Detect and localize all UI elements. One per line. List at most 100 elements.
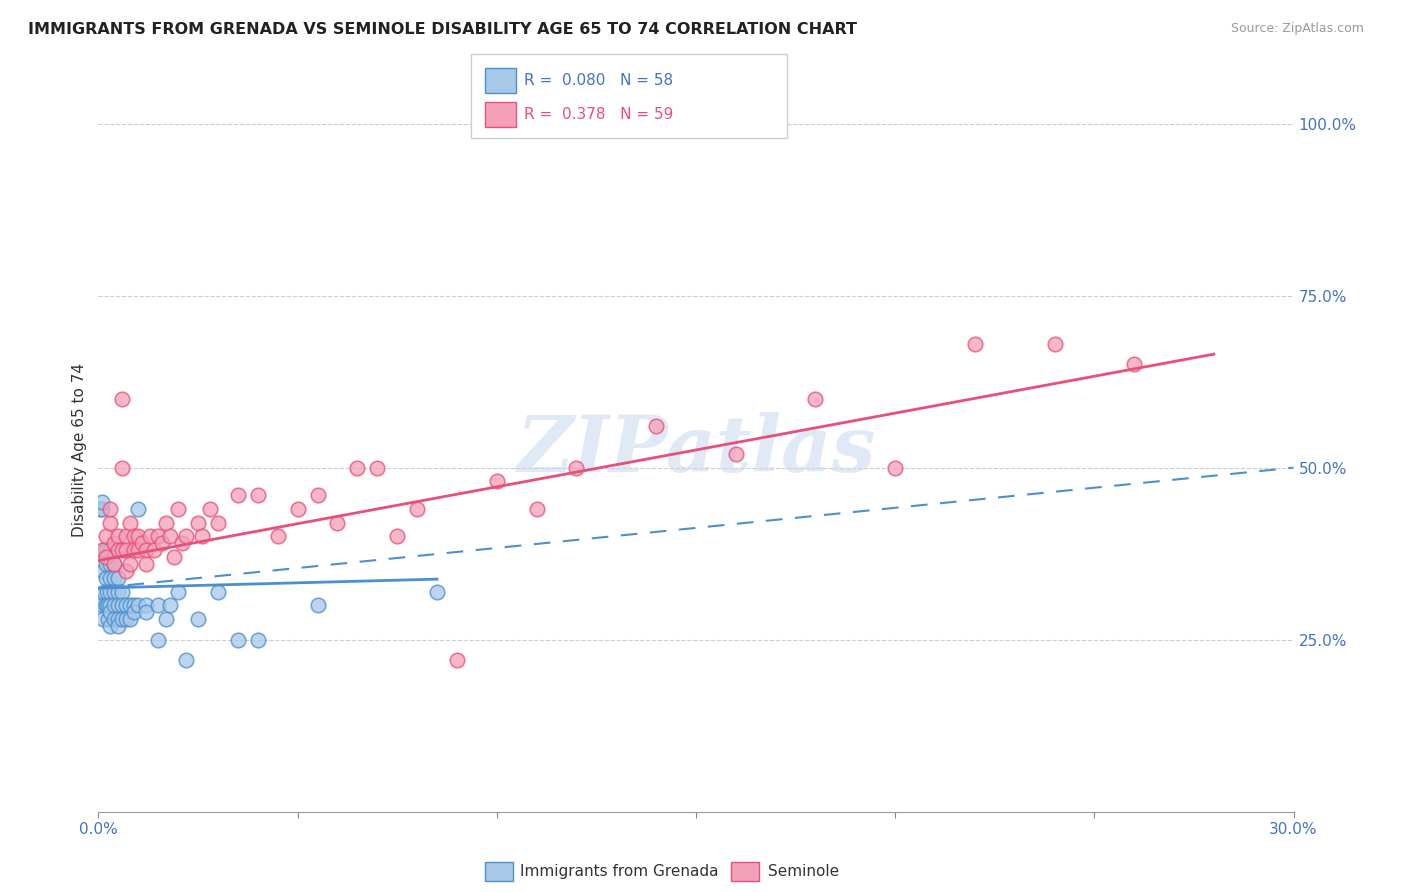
Point xyxy=(127,502,149,516)
Point xyxy=(246,632,269,647)
Point xyxy=(89,502,111,516)
Point xyxy=(143,543,166,558)
Text: Source: ZipAtlas.com: Source: ZipAtlas.com xyxy=(1230,22,1364,36)
Point xyxy=(96,571,118,585)
Point xyxy=(167,502,190,516)
Point xyxy=(107,584,129,599)
Point xyxy=(93,584,115,599)
Point xyxy=(107,612,129,626)
Point xyxy=(963,336,986,351)
Point xyxy=(90,502,112,516)
Point xyxy=(124,529,146,543)
Point xyxy=(111,599,134,613)
Point xyxy=(884,460,907,475)
Point xyxy=(163,550,186,565)
Point xyxy=(97,612,120,626)
Point xyxy=(111,460,134,475)
Point xyxy=(148,632,170,647)
Point xyxy=(167,584,190,599)
Point xyxy=(139,529,162,543)
Point xyxy=(111,392,134,406)
Point xyxy=(406,502,429,516)
Point xyxy=(135,543,157,558)
Point xyxy=(120,516,142,530)
Point xyxy=(98,571,122,585)
Point xyxy=(1043,336,1066,351)
Y-axis label: Disability Age 65 to 74: Disability Age 65 to 74 xyxy=(72,363,87,538)
Point xyxy=(207,584,229,599)
Point xyxy=(97,599,120,613)
Point xyxy=(446,653,468,667)
Point xyxy=(127,543,149,558)
Point xyxy=(120,612,142,626)
Point xyxy=(174,529,197,543)
Point xyxy=(135,557,157,571)
Point xyxy=(307,599,329,613)
Point xyxy=(91,612,114,626)
Point xyxy=(148,599,170,613)
Point xyxy=(155,612,177,626)
Point xyxy=(526,502,548,516)
Point xyxy=(366,460,388,475)
Point xyxy=(159,599,181,613)
Point xyxy=(107,543,129,558)
Point xyxy=(96,584,118,599)
Point xyxy=(103,557,125,571)
Point xyxy=(103,557,125,571)
Point xyxy=(98,599,122,613)
Point xyxy=(91,495,114,509)
Point xyxy=(155,516,177,530)
Point xyxy=(287,502,309,516)
Text: Immigrants from Grenada: Immigrants from Grenada xyxy=(520,864,718,879)
Point xyxy=(131,536,153,550)
Point xyxy=(96,529,118,543)
Point xyxy=(226,488,249,502)
Text: Seminole: Seminole xyxy=(768,864,839,879)
Point xyxy=(93,543,115,558)
Point xyxy=(172,536,194,550)
Point xyxy=(226,632,249,647)
Text: ZIPatlas: ZIPatlas xyxy=(516,412,876,489)
Text: R =  0.080   N = 58: R = 0.080 N = 58 xyxy=(524,73,673,88)
Point xyxy=(124,599,146,613)
Point xyxy=(267,529,290,543)
Point xyxy=(107,529,129,543)
Point xyxy=(115,543,138,558)
Point xyxy=(103,536,125,550)
Point xyxy=(645,419,668,434)
Point xyxy=(120,599,142,613)
Point xyxy=(246,488,269,502)
Point xyxy=(191,529,214,543)
Point xyxy=(124,543,146,558)
Point xyxy=(198,502,221,516)
Point xyxy=(307,488,329,502)
Text: IMMIGRANTS FROM GRENADA VS SEMINOLE DISABILITY AGE 65 TO 74 CORRELATION CHART: IMMIGRANTS FROM GRENADA VS SEMINOLE DISA… xyxy=(28,22,858,37)
Point xyxy=(127,599,149,613)
Point xyxy=(346,460,368,475)
Point xyxy=(98,557,122,571)
Point xyxy=(98,584,122,599)
Point xyxy=(485,475,508,489)
Point xyxy=(804,392,827,406)
Point xyxy=(115,564,138,578)
Point xyxy=(103,584,125,599)
Point xyxy=(96,557,118,571)
Point xyxy=(135,605,157,619)
Point xyxy=(135,599,157,613)
Point xyxy=(174,653,197,667)
Point xyxy=(115,612,138,626)
Point xyxy=(187,516,209,530)
Text: R =  0.378   N = 59: R = 0.378 N = 59 xyxy=(524,107,673,122)
Point xyxy=(115,599,138,613)
Point xyxy=(111,584,134,599)
Point xyxy=(426,584,449,599)
Point xyxy=(103,612,125,626)
Point xyxy=(159,529,181,543)
Point xyxy=(124,605,146,619)
Point xyxy=(724,447,747,461)
Point xyxy=(98,619,122,633)
Point xyxy=(96,599,118,613)
Point xyxy=(98,502,122,516)
Point xyxy=(187,612,209,626)
Point xyxy=(96,550,118,565)
